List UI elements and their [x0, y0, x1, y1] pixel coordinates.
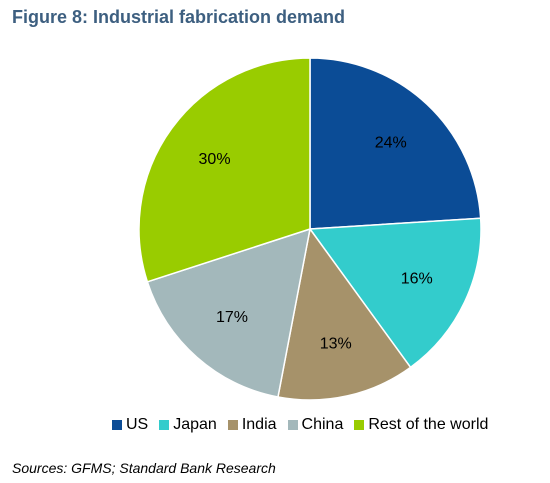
- source-note: Sources: GFMS; Standard Bank Research: [12, 460, 276, 476]
- slice-label-china: 17%: [216, 309, 248, 326]
- pie-slice-us: [309, 57, 482, 230]
- slice-label-japan: 16%: [401, 271, 433, 288]
- slice-label-us: 24%: [375, 134, 407, 151]
- legend-label: Rest of the world: [368, 416, 489, 433]
- legend-item-china: China: [287, 416, 344, 434]
- legend-label: China: [301, 416, 344, 433]
- legend-swatch: [227, 420, 238, 430]
- chart-title: Figure 8: Industrial fabrication demand: [12, 7, 346, 27]
- legend-item-japan: Japan: [159, 416, 217, 434]
- legend-item-india: India: [227, 416, 277, 434]
- legend-label: US: [126, 416, 149, 433]
- slice-label-rest-of-the-world: 30%: [199, 151, 231, 168]
- legend-swatch: [159, 420, 170, 430]
- chart-legend: US Japan India China Rest of the world: [112, 416, 488, 434]
- legend-label: Japan: [173, 416, 217, 433]
- legend-swatch: [354, 420, 365, 430]
- pie-chart: 24% 16% 13% 17% 30%: [138, 57, 482, 401]
- legend-swatch: [287, 420, 298, 430]
- legend-swatch: [112, 420, 122, 430]
- legend-item-rest-of-the-world: Rest of the world: [354, 416, 488, 434]
- slice-label-india: 13%: [320, 336, 352, 353]
- pie-slice-japan: [308, 217, 482, 369]
- legend-label: India: [241, 416, 277, 433]
- legend-item-us: US: [112, 416, 148, 434]
- pie-slice-china: [146, 227, 311, 398]
- pie-slice-india: [277, 227, 412, 401]
- pie-slice-rest-of-the-world: [138, 57, 311, 283]
